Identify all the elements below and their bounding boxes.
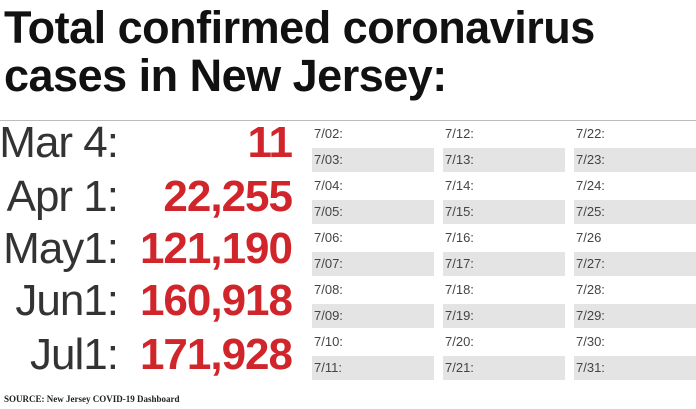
date-cell: 7/30: <box>576 334 605 349</box>
date-cell: 7/28: <box>576 282 605 297</box>
milestone-value: 160,918 <box>139 276 293 325</box>
date-cell: 7/25: <box>574 200 696 224</box>
date-cell: 7/22: <box>576 126 605 141</box>
date-cell: 7/29: <box>574 304 696 328</box>
date-cell: 7/09: <box>312 304 434 328</box>
date-cell: 7/15: <box>443 200 565 224</box>
date-cell: 7/11: <box>312 356 434 380</box>
date-cell: 7/24: <box>576 178 605 193</box>
date-cell: 7/06: <box>314 230 343 245</box>
milestone-label: Jun1: <box>15 276 119 325</box>
date-cell: 7/08: <box>314 282 343 297</box>
date-cell: 7/04: <box>314 178 343 193</box>
milestone-value: 22,255 <box>163 172 293 221</box>
date-cell: 7/13: <box>443 148 565 172</box>
title-line: cases in New Jersey: <box>4 50 447 101</box>
milestone-label: May1: <box>3 224 119 273</box>
date-cell: 7/14: <box>445 178 474 193</box>
date-cell: 7/07: <box>312 252 434 276</box>
milestone-value: 121,190 <box>139 224 293 273</box>
source: SOURCE: New Jersey COVID-19 Dashboard <box>4 394 180 404</box>
date-cell: 7/31: <box>574 356 696 380</box>
date-cell: 7/23: <box>574 148 696 172</box>
date-cell: 7/05: <box>312 200 434 224</box>
date-cell: 7/20: <box>445 334 474 349</box>
date-cell: 7/27: <box>574 252 696 276</box>
date-cell: 7/02: <box>314 126 343 141</box>
milestone-label: Mar 4: <box>0 118 119 167</box>
milestone-value: 11 <box>247 118 293 167</box>
date-cell: 7/26 <box>576 230 602 245</box>
date-cell: 7/21: <box>443 356 565 380</box>
title-line: Total confirmed coronavirus <box>4 2 595 53</box>
date-cell: 7/12: <box>445 126 474 141</box>
milestone-value: 171,928 <box>139 330 293 379</box>
date-cell: 7/18: <box>445 282 474 297</box>
milestone-label: Apr 1: <box>6 172 119 221</box>
milestone-label: Jul1: <box>30 330 119 379</box>
date-cell: 7/03: <box>312 148 434 172</box>
date-cell: 7/10: <box>314 334 343 349</box>
date-cell: 7/16: <box>445 230 474 245</box>
date-cell: 7/19: <box>443 304 565 328</box>
date-cell: 7/17: <box>443 252 565 276</box>
divider <box>0 120 696 121</box>
